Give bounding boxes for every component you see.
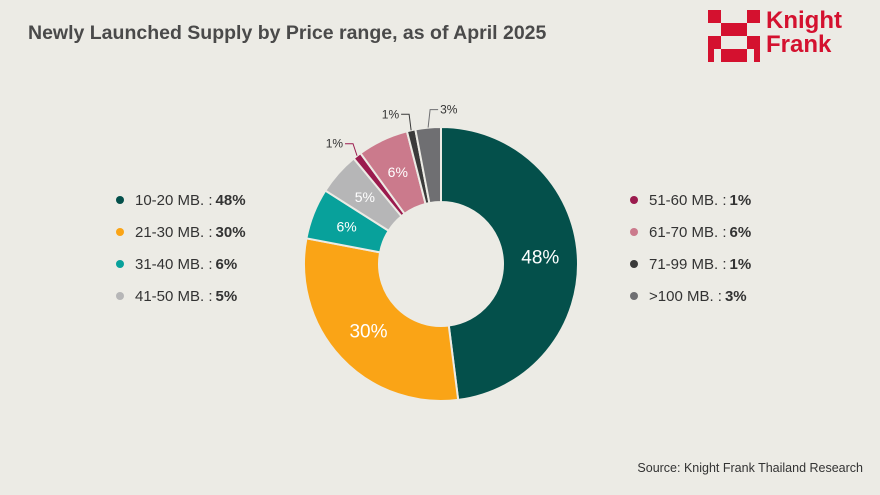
slice-21-30-mb	[303, 237, 460, 402]
data-label-10-20-mb: 48%	[521, 247, 559, 268]
legend-swatch	[116, 196, 124, 204]
leader-line-gt-100-mb	[427, 109, 439, 128]
legend-item-61-70: 61-70 MB. : 6%	[630, 222, 751, 242]
slice-10-20-mb	[440, 125, 579, 402]
leader-line-71-99-mb	[401, 113, 412, 131]
legend-item-31-40: 31-40 MB. : 6%	[116, 254, 237, 274]
legend-item-51-60: 51-60 MB. : 1%	[630, 190, 751, 210]
legend-value: 1%	[729, 255, 752, 273]
legend-value: 5%	[215, 287, 238, 305]
data-label-51-60-mb: 1%	[326, 137, 344, 151]
legend-swatch	[630, 292, 638, 300]
legend-item-71-99: 71-99 MB. : 1%	[630, 254, 751, 274]
data-label-gt-100-mb: 3%	[440, 103, 458, 117]
knight-frank-wordmark: Knight Frank	[766, 9, 842, 57]
legend-value: 48%	[215, 191, 246, 209]
legend-item-41-50: 41-50 MB. : 5%	[116, 286, 237, 306]
legend-label: 71-99 MB. :	[649, 255, 727, 273]
data-label-41-50-mb: 5%	[355, 189, 375, 205]
knight-frank-logo	[708, 10, 760, 62]
data-label-31-40-mb: 6%	[337, 219, 357, 235]
legend-value: 3%	[724, 287, 747, 305]
logo-line-1: Knight	[766, 7, 842, 34]
legend-label: 51-60 MB. :	[649, 191, 727, 209]
legend-value: 6%	[215, 255, 238, 273]
legend-label: 10-20 MB. :	[135, 191, 213, 209]
legend-value: 30%	[215, 223, 246, 241]
legend-swatch	[116, 260, 124, 268]
legend-swatch	[630, 228, 638, 236]
source-note: Source: Knight Frank Thailand Research	[637, 461, 863, 475]
legend-label: 61-70 MB. :	[649, 223, 727, 241]
legend-label: 41-50 MB. :	[135, 287, 213, 305]
legend-swatch	[116, 228, 124, 236]
chart-title: Newly Launched Supply by Price range, as…	[28, 22, 547, 44]
legend-label: 21-30 MB. :	[135, 223, 213, 241]
data-label-21-30-mb: 30%	[349, 322, 387, 343]
knight-frank-logo-mark	[708, 10, 760, 62]
legend-item-21-30: 21-30 MB. : 30%	[116, 222, 246, 242]
leader-line-51-60-mb	[345, 143, 358, 156]
legend-label: 31-40 MB. :	[135, 255, 213, 273]
legend-item-10-20: 10-20 MB. : 48%	[116, 190, 246, 210]
legend-swatch	[116, 292, 124, 300]
legend-item-100-plus: >100 MB. : 3%	[630, 286, 747, 306]
legend-swatch	[630, 260, 638, 268]
legend-value: 1%	[729, 191, 752, 209]
data-label-61-70-mb: 6%	[388, 164, 408, 180]
legend-label: >100 MB. :	[649, 287, 722, 305]
legend-value: 6%	[729, 223, 752, 241]
legend-swatch	[630, 196, 638, 204]
slice-gt-100-mb	[414, 125, 442, 205]
data-label-71-99-mb: 1%	[382, 107, 400, 121]
logo-line-2: Frank	[766, 31, 832, 58]
